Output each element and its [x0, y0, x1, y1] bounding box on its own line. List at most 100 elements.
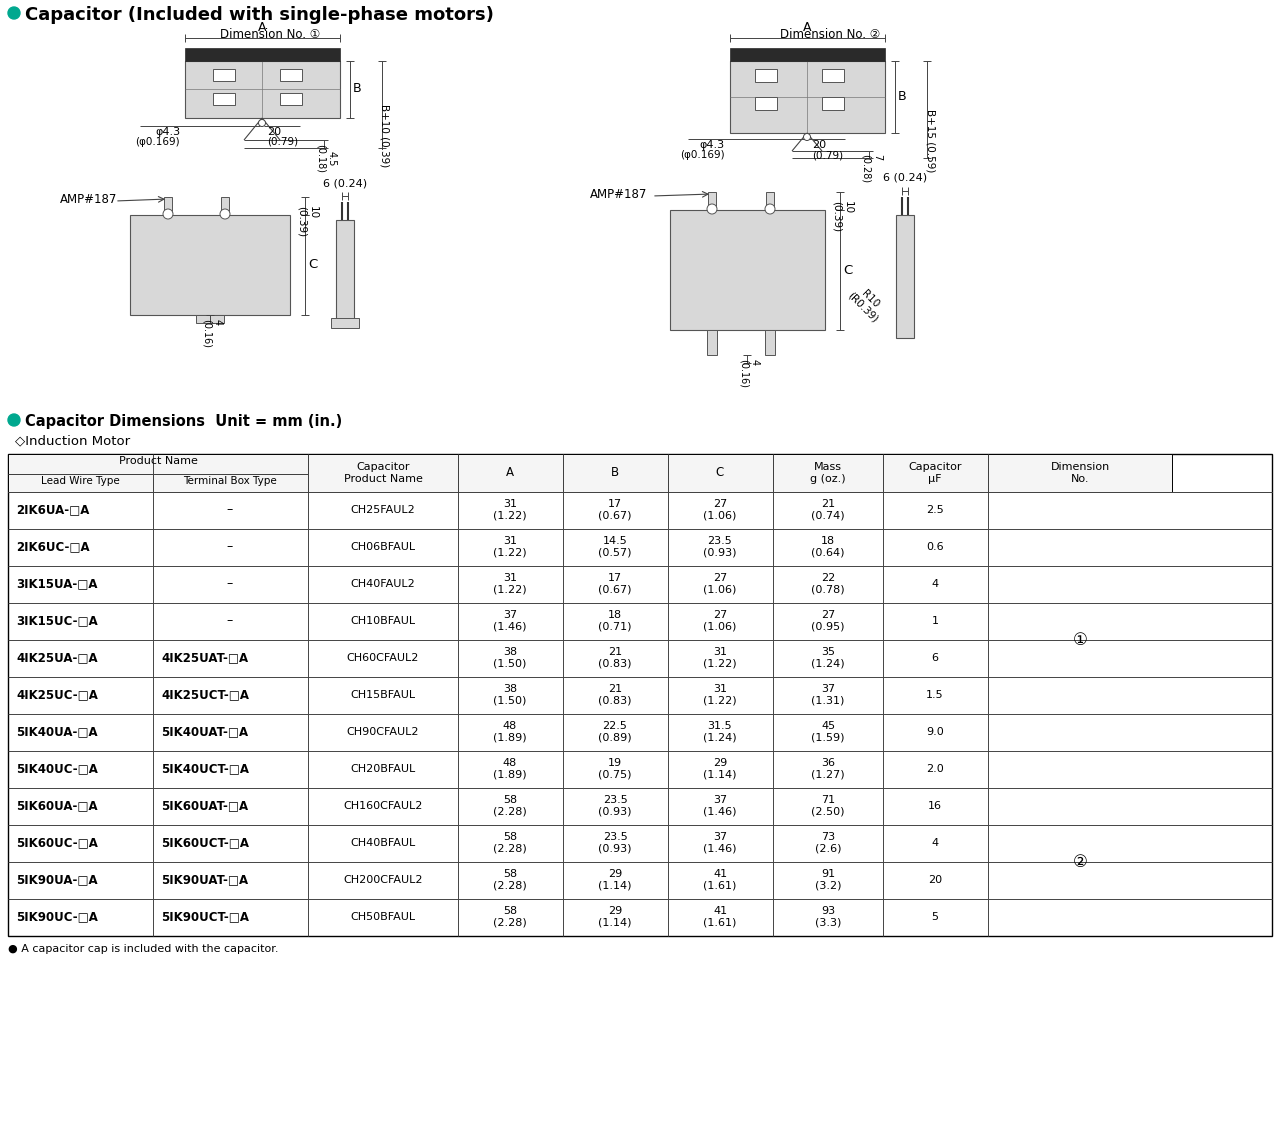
Text: CH40BFAUL: CH40BFAUL [351, 839, 416, 847]
Text: 91
(3.2): 91 (3.2) [815, 869, 841, 891]
Text: 41
(1.61): 41 (1.61) [703, 869, 737, 891]
Text: Lead Wire Type: Lead Wire Type [41, 475, 119, 486]
Text: 4.5
(0.18): 4.5 (0.18) [315, 144, 337, 173]
Text: 5: 5 [932, 912, 938, 922]
Text: B+15 (0.59): B+15 (0.59) [925, 109, 934, 172]
Text: ①: ① [1073, 631, 1088, 649]
Text: 5IK40UCT-□A: 5IK40UCT-□A [161, 762, 250, 776]
Text: 27
(0.95): 27 (0.95) [812, 610, 845, 632]
Text: 23.5
(0.93): 23.5 (0.93) [703, 536, 737, 558]
Text: 2IK6UA-□A: 2IK6UA-□A [15, 504, 90, 517]
Text: (0.79): (0.79) [812, 149, 844, 160]
Text: 17
(0.67): 17 (0.67) [598, 573, 632, 595]
Text: 1.5: 1.5 [927, 690, 943, 700]
Text: B: B [353, 82, 362, 96]
Text: 36
(1.27): 36 (1.27) [812, 759, 845, 780]
Text: B+10 (0.39): B+10 (0.39) [380, 105, 390, 167]
Bar [730, 48, 884, 61]
Text: C: C [844, 263, 852, 277]
Circle shape [765, 203, 774, 214]
Text: 5IK40UAT-□A: 5IK40UAT-□A [161, 725, 248, 738]
Bar [458, 454, 563, 492]
Text: 4IK25UCT-□A: 4IK25UCT-□A [161, 689, 250, 701]
Circle shape [259, 119, 265, 127]
Text: 4: 4 [932, 579, 938, 589]
Text: 4IK25UAT-□A: 4IK25UAT-□A [161, 652, 248, 664]
Text: 16: 16 [928, 801, 942, 812]
Text: AMP#187: AMP#187 [60, 193, 118, 206]
Text: AMP#187: AMP#187 [590, 188, 648, 201]
Text: CH20BFAUL: CH20BFAUL [351, 764, 416, 774]
Bar [280, 69, 302, 81]
Text: 27
(1.06): 27 (1.06) [703, 499, 737, 520]
Text: B: B [611, 466, 620, 480]
Text: Capacitor
μF: Capacitor μF [909, 462, 961, 483]
Text: 23.5
(0.93): 23.5 (0.93) [598, 832, 632, 854]
Text: 6: 6 [932, 653, 938, 663]
Bar [563, 454, 668, 492]
Bar [131, 215, 291, 315]
Text: 29
(1.14): 29 (1.14) [598, 869, 632, 891]
Text: 38
(1.50): 38 (1.50) [493, 685, 526, 706]
Bar [280, 93, 302, 105]
Text: 58
(2.28): 58 (2.28) [493, 795, 527, 817]
Text: 18
(0.71): 18 (0.71) [598, 610, 632, 632]
Text: (φ0.169): (φ0.169) [681, 149, 724, 160]
Text: 4: 4 [932, 839, 938, 847]
Text: 19
(0.75): 19 (0.75) [598, 759, 632, 780]
Text: Capacitor Dimensions  Unit = mm (in.): Capacitor Dimensions Unit = mm (in.) [26, 414, 342, 429]
Text: –: – [227, 615, 233, 627]
Text: 31
(1.22): 31 (1.22) [493, 536, 527, 558]
Text: 2IK6UC-□A: 2IK6UC-□A [15, 541, 90, 553]
Text: 20: 20 [812, 140, 826, 149]
Circle shape [8, 7, 20, 19]
Text: R10
(R0.39): R10 (R0.39) [845, 282, 888, 325]
Text: 41
(1.61): 41 (1.61) [703, 906, 737, 927]
Text: 31
(1.22): 31 (1.22) [493, 573, 527, 595]
Text: 31
(1.22): 31 (1.22) [493, 499, 527, 520]
Text: 73
(2.6): 73 (2.6) [815, 832, 841, 854]
Text: 58
(2.28): 58 (2.28) [493, 906, 527, 927]
Text: 38
(1.50): 38 (1.50) [493, 647, 526, 669]
Bar [8, 454, 308, 474]
Text: C: C [716, 466, 724, 480]
Text: 27
(1.06): 27 (1.06) [703, 610, 737, 632]
Bar [335, 220, 355, 325]
Text: 29
(1.14): 29 (1.14) [703, 759, 737, 780]
Bar [730, 61, 884, 133]
Text: 9.0: 9.0 [927, 727, 943, 737]
Bar [988, 454, 1172, 492]
Text: 37
(1.46): 37 (1.46) [493, 610, 527, 632]
Text: 14.5
(0.57): 14.5 (0.57) [598, 536, 632, 558]
Text: (0.79): (0.79) [268, 137, 298, 147]
Text: 10
(0.39): 10 (0.39) [831, 201, 852, 233]
Text: Capacitor
Product Name: Capacitor Product Name [343, 462, 422, 483]
Text: ● A capacitor cap is included with the capacitor.: ● A capacitor cap is included with the c… [8, 944, 279, 954]
Bar [196, 315, 224, 323]
Text: C: C [308, 259, 317, 272]
Bar [773, 454, 883, 492]
Text: CH06BFAUL: CH06BFAUL [351, 542, 416, 552]
Bar [212, 69, 236, 81]
Text: 6 (0.24): 6 (0.24) [883, 173, 927, 183]
Bar [212, 93, 236, 105]
Circle shape [804, 134, 810, 140]
Text: 1: 1 [932, 616, 938, 626]
Text: Product Name: Product Name [119, 456, 197, 466]
Text: 58
(2.28): 58 (2.28) [493, 832, 527, 854]
Text: Dimension No. ①: Dimension No. ① [220, 28, 320, 40]
Text: 3IK15UA-□A: 3IK15UA-□A [15, 578, 97, 590]
Text: CH10BFAUL: CH10BFAUL [351, 616, 416, 626]
Text: 4IK25UA-□A: 4IK25UA-□A [15, 652, 97, 664]
Text: 58
(2.28): 58 (2.28) [493, 869, 527, 891]
Circle shape [220, 209, 230, 219]
Text: 5IK40UC-□A: 5IK40UC-□A [15, 762, 97, 776]
Text: 48
(1.89): 48 (1.89) [493, 722, 527, 743]
Text: CH40FAUL2: CH40FAUL2 [351, 579, 416, 589]
Text: 20: 20 [268, 127, 282, 137]
Text: 5IK40UA-□A: 5IK40UA-□A [15, 725, 97, 738]
Bar [896, 215, 914, 338]
Text: 2.0: 2.0 [927, 764, 943, 774]
Text: 4
(0.16): 4 (0.16) [739, 359, 760, 388]
Bar [668, 454, 773, 492]
